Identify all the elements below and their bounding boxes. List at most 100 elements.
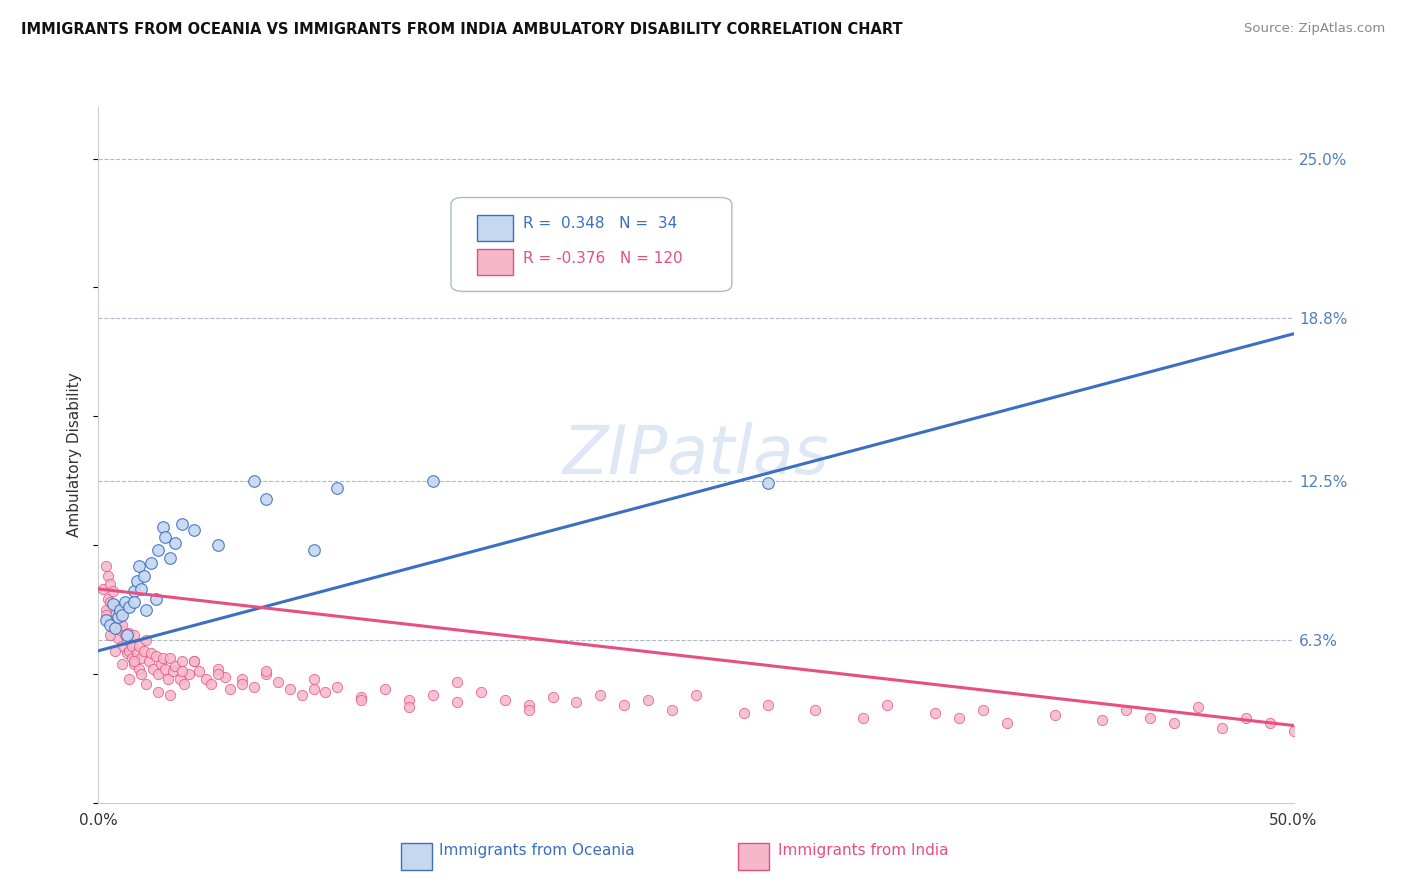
Point (98, 628, 122, 642)
Point (101, 584, 124, 599)
Text: R =  0.348   N =  34: R = 0.348 N = 34 (523, 216, 676, 231)
Point (104, 607, 127, 622)
Point (172, 654, 194, 668)
Point (98, 613, 122, 627)
Point (685, 688, 707, 702)
Point (254, 491, 277, 506)
Point (104, 644, 127, 658)
Point (131, 651, 153, 665)
Point (152, 520, 174, 534)
Point (104, 621, 127, 635)
Point (315, 685, 337, 699)
Point (517, 703, 540, 717)
Point (1211, 721, 1233, 735)
Point (128, 662, 150, 676)
Text: Source: ZipAtlas.com: Source: ZipAtlas.com (1244, 22, 1385, 36)
Point (565, 695, 588, 709)
Point (1139, 711, 1161, 725)
Point (132, 569, 155, 583)
Point (101, 598, 124, 612)
Point (214, 669, 236, 683)
Point (98, 576, 122, 591)
Point (98, 618, 122, 632)
Point (107, 610, 129, 624)
FancyBboxPatch shape (477, 215, 513, 242)
Point (124, 628, 146, 642)
Point (1282, 723, 1305, 738)
Point (924, 706, 946, 720)
Point (1043, 708, 1066, 723)
Point (155, 530, 177, 544)
Point (124, 654, 146, 668)
Point (179, 667, 201, 681)
Point (149, 657, 172, 671)
Text: Immigrants from Oceania: Immigrants from Oceania (439, 843, 634, 858)
Point (139, 556, 162, 570)
Point (163, 659, 186, 673)
Point (1234, 711, 1257, 725)
Point (398, 700, 420, 714)
Point (131, 667, 153, 681)
Point (1163, 715, 1185, 730)
Text: R = -0.376   N = 120: R = -0.376 N = 120 (523, 251, 682, 266)
Point (115, 633, 138, 648)
Point (128, 558, 150, 573)
Point (254, 667, 277, 681)
Point (326, 482, 349, 496)
Point (291, 688, 314, 702)
Point (135, 602, 157, 616)
Text: Immigrants from India: Immigrants from India (778, 843, 948, 858)
Point (278, 682, 301, 697)
Point (94, 613, 117, 627)
Point (231, 677, 253, 691)
Point (589, 688, 612, 702)
Point (804, 703, 827, 717)
Y-axis label: Ambulatory Disability: Ambulatory Disability (67, 373, 83, 537)
Point (111, 618, 134, 632)
Point (243, 474, 266, 488)
Point (756, 476, 779, 491)
Point (155, 662, 177, 676)
Point (207, 662, 229, 676)
Point (159, 551, 181, 566)
Point (350, 690, 373, 705)
Point (756, 698, 779, 712)
Point (111, 639, 134, 653)
Point (108, 602, 131, 616)
Point (125, 646, 148, 660)
Point (104, 621, 127, 635)
Point (118, 644, 141, 658)
Point (108, 623, 131, 637)
Point (163, 535, 186, 549)
Point (101, 618, 124, 632)
Point (156, 672, 179, 686)
Point (1115, 703, 1137, 717)
Point (107, 610, 129, 624)
Point (876, 698, 898, 712)
Point (145, 648, 167, 663)
Point (94, 558, 117, 573)
Point (121, 651, 143, 665)
Point (169, 672, 191, 686)
Point (200, 677, 222, 691)
FancyBboxPatch shape (451, 197, 733, 292)
Point (132, 644, 155, 658)
Point (374, 682, 396, 697)
Point (142, 662, 165, 676)
Point (302, 682, 325, 697)
Point (159, 651, 181, 665)
Point (162, 665, 184, 679)
Point (115, 646, 138, 660)
Point (302, 672, 325, 686)
Point (661, 703, 683, 717)
Point (139, 646, 162, 660)
Point (145, 592, 167, 607)
Point (135, 633, 157, 648)
Point (207, 538, 229, 552)
Point (94, 602, 117, 616)
Point (172, 665, 194, 679)
Point (446, 674, 468, 689)
Point (187, 665, 209, 679)
Point (91, 582, 114, 596)
Point (995, 715, 1018, 730)
